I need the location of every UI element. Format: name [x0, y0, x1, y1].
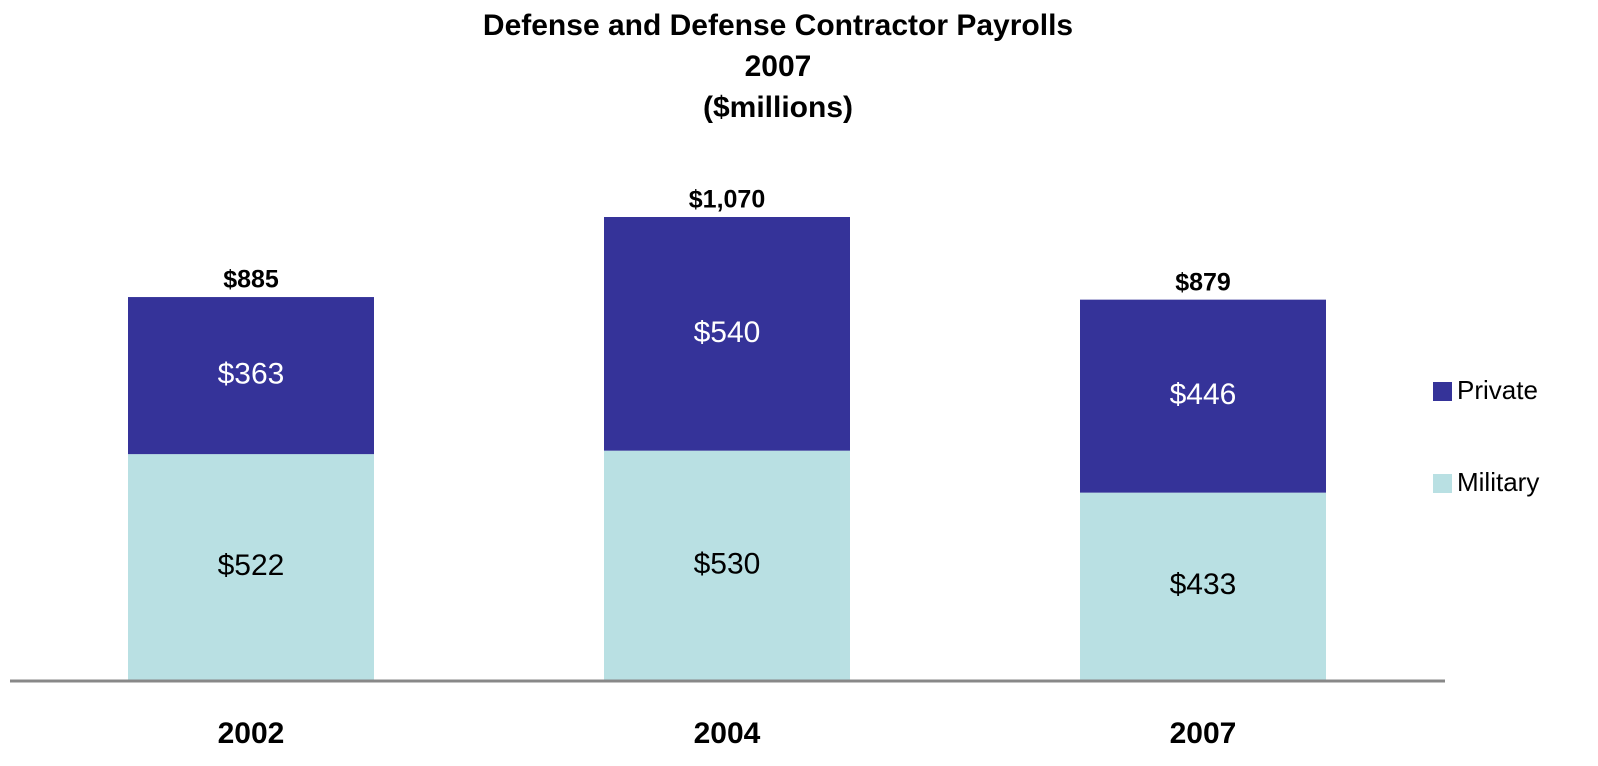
bar-segment	[128, 297, 374, 455]
legend-label: Private	[1457, 375, 1538, 405]
value-label: $530	[694, 547, 761, 580]
legend-label: Military	[1457, 467, 1539, 497]
bar-segment	[1080, 299, 1326, 493]
total-label: $1,070	[689, 186, 765, 214]
bar-segment	[1080, 492, 1326, 680]
value-label: $363	[218, 358, 285, 391]
value-label: $446	[1170, 378, 1237, 411]
chart-title: 2007	[745, 50, 812, 83]
chart-title: ($millions)	[703, 91, 853, 124]
value-label: $433	[1170, 568, 1237, 601]
legend-swatch	[1433, 474, 1452, 493]
x-tick-label: 2004	[694, 717, 761, 750]
x-tick-label: 2007	[1170, 717, 1237, 750]
value-label: $522	[218, 549, 285, 582]
value-label: $540	[694, 316, 761, 349]
bar-segment	[604, 450, 850, 680]
bar-segment	[604, 217, 850, 451]
chart-title: Defense and Defense Contractor Payrolls	[483, 9, 1073, 42]
total-label: $879	[1175, 268, 1231, 296]
bar-segment	[128, 454, 374, 680]
legend-swatch	[1433, 382, 1452, 401]
total-label: $885	[223, 266, 279, 294]
x-tick-label: 2002	[218, 717, 285, 750]
